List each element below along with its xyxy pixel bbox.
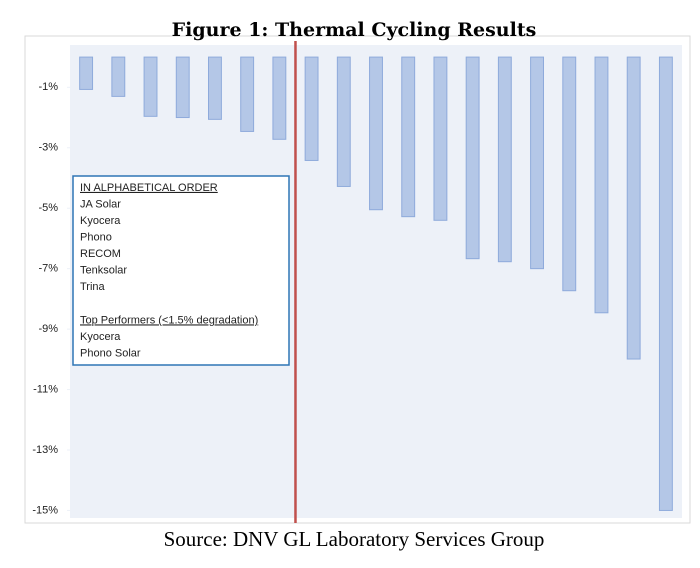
y-tick-label: -1% [38, 81, 58, 93]
bar [240, 56, 255, 132]
y-tick-label: -11% [33, 383, 58, 395]
annotation-text: Phono Solar [80, 347, 141, 359]
annotation-text: IN ALPHABETICAL ORDER [80, 182, 218, 194]
annotation-text: Tenksolar [80, 264, 127, 276]
bar [562, 56, 577, 292]
chart-title: Figure 1: Thermal Cycling Results [172, 19, 537, 41]
y-tick-label: -3% [38, 142, 58, 154]
y-tick-label: -7% [38, 263, 58, 275]
bar [175, 56, 190, 119]
bar [143, 56, 158, 117]
source-note: Source: DNV GL Laboratory Services Group [164, 527, 545, 551]
bar [272, 56, 287, 140]
annotation-text: JA Solar [80, 198, 121, 210]
annotation-text: RECOM [80, 248, 121, 260]
bar [304, 56, 319, 161]
bar [658, 56, 673, 511]
annotation-text: Kyocera [80, 215, 121, 227]
annotation-text: Top Performers (<1.5% degradation) [80, 314, 258, 326]
bar [401, 56, 416, 218]
bar [530, 56, 544, 270]
annotation-text: Kyocera [80, 331, 121, 343]
bar [626, 56, 641, 360]
bar [208, 56, 222, 120]
bar [336, 56, 351, 187]
bar [465, 56, 480, 260]
y-tick-label: -9% [38, 323, 58, 335]
y-tick-label: -13% [32, 444, 58, 456]
y-tick-label: -15% [32, 504, 58, 516]
bar [433, 56, 448, 221]
annotation-box [72, 175, 290, 366]
bar [111, 56, 126, 97]
annotation-text: Phono [80, 231, 112, 243]
bar [594, 56, 609, 314]
bar [497, 56, 512, 263]
bar [79, 56, 94, 90]
bar [369, 56, 383, 211]
y-tick-label: -5% [38, 202, 58, 214]
annotation-text: Trina [80, 281, 106, 293]
